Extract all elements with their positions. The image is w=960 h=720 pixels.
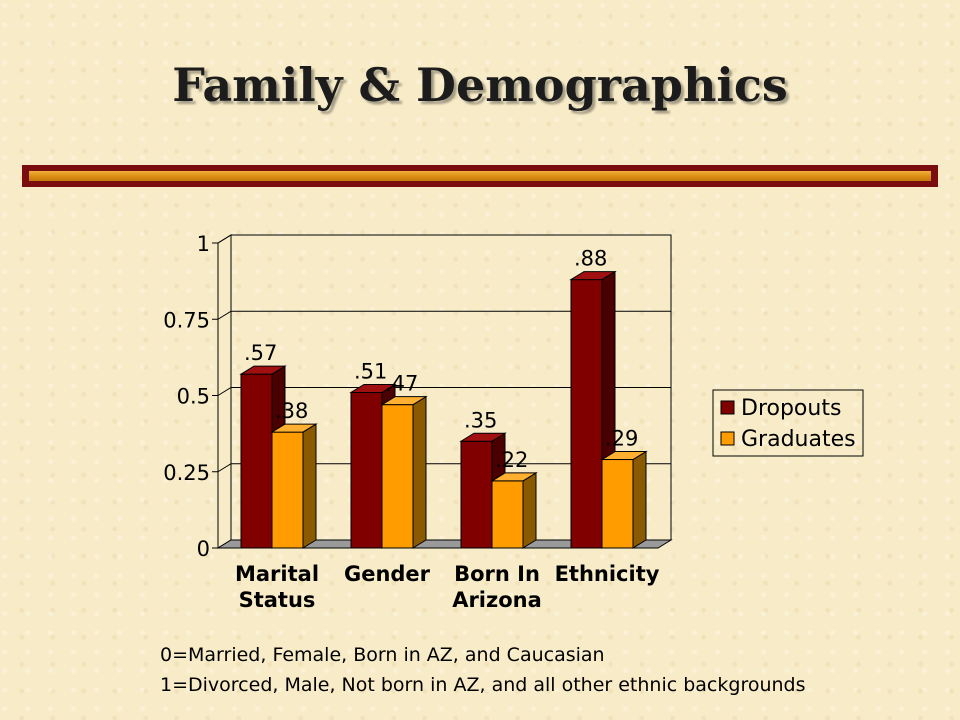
chart-gridlines — [217, 234, 671, 473]
bar-graduates — [380, 395, 428, 549]
chart-y-axis: 0 0.25 0.5 0.75 1 — [163, 232, 219, 561]
data-label: .29 — [605, 427, 638, 451]
bar-top — [239, 365, 287, 375]
data-label: .47 — [385, 372, 418, 396]
bar-front — [271, 431, 304, 549]
bar-front — [350, 391, 383, 549]
bar-side — [302, 423, 317, 549]
data-label: .38 — [275, 399, 308, 423]
bar-front — [491, 480, 524, 549]
gridline — [217, 387, 671, 396]
bar-front — [460, 440, 493, 549]
bar-front — [570, 279, 603, 549]
gridline — [217, 463, 671, 473]
legend-label: Graduates — [741, 427, 856, 452]
data-label: .57 — [244, 341, 277, 365]
legend-label: Dropouts — [741, 396, 841, 421]
bar-graduates — [270, 423, 318, 549]
category-label: Ethnicity — [555, 562, 660, 586]
legend-box — [712, 389, 864, 457]
category-label: Gender — [344, 562, 431, 586]
title-divider-inner — [29, 171, 931, 181]
gridline — [217, 234, 671, 244]
footnote-line-2: 1=Divorced, Male, Not born in AZ, and al… — [160, 674, 806, 696]
chart-data-labels: .57 .38 .51.47 .35 .22 .88 .29 — [244, 247, 638, 472]
chart-bars — [239, 270, 648, 549]
title-divider-bar — [22, 165, 938, 187]
bar-graduates — [600, 450, 648, 549]
y-tick-label: 0 — [197, 537, 210, 561]
chart-legend: Dropouts Graduates — [712, 389, 864, 457]
footnote: 0=Married, Female, Born in AZ, and Cauca… — [160, 640, 806, 700]
bar-front — [601, 459, 634, 549]
data-label: .22 — [495, 448, 528, 472]
category-label: Status — [239, 588, 316, 612]
bar-top — [349, 383, 397, 393]
y-tick-label: 1 — [197, 232, 210, 256]
bar-front — [381, 404, 414, 549]
bar-graduates — [490, 472, 538, 549]
bar-top — [270, 423, 318, 433]
y-tick-label: 0.75 — [163, 308, 210, 332]
data-label: .35 — [464, 408, 497, 432]
bar-top — [490, 472, 538, 482]
legend-swatch — [720, 431, 735, 446]
data-label: .88 — [574, 247, 607, 271]
legend-swatch — [720, 400, 735, 415]
y-tick-label: 0.5 — [177, 385, 210, 409]
bar-chart: 0 0.25 0.5 0.75 1 .57 .38 .51.47 .35 .22 .88 .29 M… — [163, 232, 864, 612]
slide-title: Family & Demographics — [172, 58, 788, 112]
bar-side — [412, 395, 427, 549]
bar-side — [522, 472, 537, 549]
category-label: Marital — [235, 562, 319, 586]
category-label: Arizona — [452, 588, 542, 612]
bar-top — [459, 432, 507, 442]
data-label: .51 — [354, 359, 387, 383]
bar-top — [380, 396, 428, 406]
y-tick-label: 0.25 — [163, 461, 210, 485]
bar-side — [632, 450, 647, 549]
footnote-line-1: 0=Married, Female, Born in AZ, and Cauca… — [160, 644, 605, 666]
bar-top — [600, 451, 648, 461]
category-label: Born In — [454, 562, 540, 586]
gridline — [217, 310, 671, 320]
bar-top — [569, 271, 617, 281]
bar-front — [240, 373, 273, 549]
